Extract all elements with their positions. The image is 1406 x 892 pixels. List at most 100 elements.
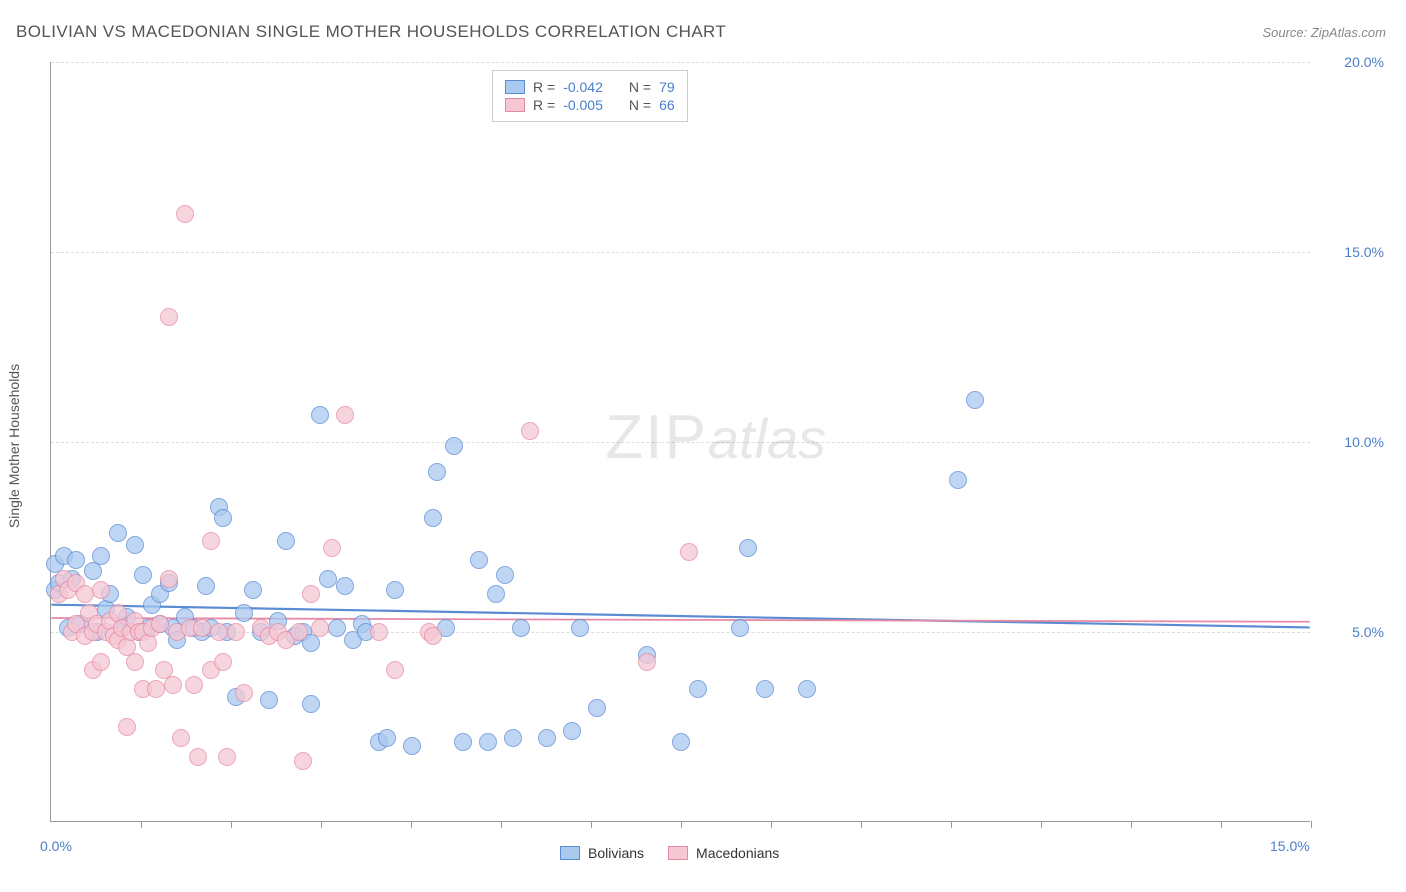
y-tick-label: 15.0% xyxy=(1320,244,1384,260)
data-point xyxy=(756,680,774,698)
data-point xyxy=(92,581,110,599)
x-tick xyxy=(861,821,862,828)
data-point xyxy=(454,733,472,751)
y-axis-label: Single Mother Households xyxy=(6,364,22,528)
legend-swatch xyxy=(560,846,580,860)
data-point xyxy=(563,722,581,740)
data-point xyxy=(214,509,232,527)
data-point xyxy=(319,570,337,588)
stat-r-label: R = xyxy=(533,79,555,95)
legend-item: Bolivians xyxy=(560,845,644,861)
x-tick xyxy=(411,821,412,828)
x-tick xyxy=(951,821,952,828)
data-point xyxy=(164,676,182,694)
data-point xyxy=(672,733,690,751)
data-point xyxy=(160,308,178,326)
data-point xyxy=(189,748,207,766)
x-tick xyxy=(681,821,682,828)
data-point xyxy=(386,581,404,599)
data-point xyxy=(311,619,329,637)
stats-row: R = -0.042 N = 79 xyxy=(505,79,675,95)
source-credit: Source: ZipAtlas.com xyxy=(1262,25,1386,40)
data-point xyxy=(118,718,136,736)
data-point xyxy=(126,653,144,671)
x-tick xyxy=(1221,821,1222,828)
data-point xyxy=(336,577,354,595)
data-point xyxy=(92,653,110,671)
stat-n-label: N = xyxy=(629,79,651,95)
x-tick xyxy=(1311,821,1312,828)
data-point xyxy=(370,623,388,641)
data-point xyxy=(126,536,144,554)
data-point xyxy=(139,634,157,652)
stat-r-value: -0.042 xyxy=(563,79,603,95)
data-point xyxy=(428,463,446,481)
data-point xyxy=(134,566,152,584)
data-point xyxy=(227,623,245,641)
data-point xyxy=(403,737,421,755)
x-tick xyxy=(591,821,592,828)
data-point xyxy=(160,570,178,588)
source-name: ZipAtlas.com xyxy=(1311,25,1386,40)
legend-swatch xyxy=(505,80,525,94)
data-point xyxy=(244,581,262,599)
x-tick xyxy=(141,821,142,828)
legend-item: Macedonians xyxy=(668,845,779,861)
data-point xyxy=(571,619,589,637)
y-tick-label: 10.0% xyxy=(1320,434,1384,450)
data-point xyxy=(151,615,169,633)
data-point xyxy=(739,539,757,557)
data-point xyxy=(386,661,404,679)
data-point xyxy=(336,406,354,424)
data-point xyxy=(328,619,346,637)
legend-label: Bolivians xyxy=(588,845,644,861)
y-tick-label: 20.0% xyxy=(1320,54,1384,70)
data-point xyxy=(470,551,488,569)
data-point xyxy=(302,695,320,713)
data-point xyxy=(424,627,442,645)
data-point xyxy=(680,543,698,561)
x-axis-end-label: 15.0% xyxy=(1270,838,1310,854)
data-point xyxy=(504,729,522,747)
data-point xyxy=(185,676,203,694)
x-axis-start-label: 0.0% xyxy=(40,838,72,854)
data-point xyxy=(302,585,320,603)
y-gridline xyxy=(51,62,1310,63)
stat-n-value: 79 xyxy=(659,79,675,95)
y-gridline xyxy=(51,252,1310,253)
data-point xyxy=(218,748,236,766)
data-point xyxy=(277,532,295,550)
legend-label: Macedonians xyxy=(696,845,779,861)
data-point xyxy=(445,437,463,455)
x-tick xyxy=(771,821,772,828)
data-point xyxy=(176,205,194,223)
data-point xyxy=(235,604,253,622)
x-tick xyxy=(501,821,502,828)
x-tick xyxy=(1041,821,1042,828)
chart-title: BOLIVIAN VS MACEDONIAN SINGLE MOTHER HOU… xyxy=(16,22,726,42)
stats-row: R =-0.005N =66 xyxy=(505,97,675,113)
data-point xyxy=(147,680,165,698)
data-point xyxy=(290,623,308,641)
source-prefix: Source: xyxy=(1262,25,1310,40)
data-point xyxy=(172,729,190,747)
y-gridline xyxy=(51,442,1310,443)
legend-swatch xyxy=(505,98,525,112)
data-point xyxy=(731,619,749,637)
data-point xyxy=(311,406,329,424)
data-point xyxy=(197,577,215,595)
stat-r-label: R = xyxy=(533,97,555,113)
data-point xyxy=(235,684,253,702)
scatter-plot-area: 5.0%10.0%15.0%20.0%ZIPatlasR =-0.042N =7… xyxy=(50,62,1310,822)
data-point xyxy=(479,733,497,751)
watermark: ZIPatlas xyxy=(605,402,826,473)
data-point xyxy=(210,623,228,641)
x-tick xyxy=(1131,821,1132,828)
data-point xyxy=(109,524,127,542)
series-legend: Bolivians Macedonians xyxy=(560,845,779,861)
data-point xyxy=(512,619,530,637)
data-point xyxy=(798,680,816,698)
data-point xyxy=(214,653,232,671)
stat-r-value: -0.005 xyxy=(563,97,603,113)
data-point xyxy=(689,680,707,698)
